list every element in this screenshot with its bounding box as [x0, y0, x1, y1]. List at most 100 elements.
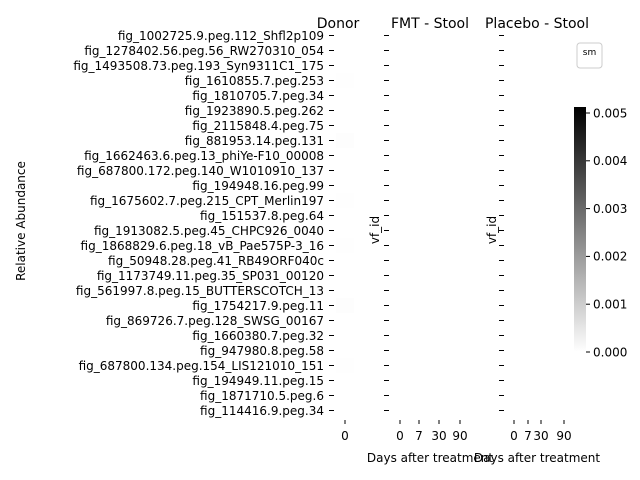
fmt-cell-r11-c0 — [392, 193, 412, 208]
donor-cell-r4-c0 — [336, 88, 354, 103]
colorbar-ticks: 0.000 0.001 0.002 0.003 0.004 0.005 — [586, 106, 627, 359]
placebo-cell-r1-c1 — [522, 43, 539, 58]
placebo-cell-r16-c2 — [538, 268, 555, 283]
fmt-cell-r25-c0 — [392, 403, 412, 418]
donor-cell-r19-c0 — [336, 313, 354, 328]
placebo-cell-r4-c3 — [554, 88, 570, 103]
placebo-cell-r6-c2 — [538, 118, 555, 133]
fmt-cell-r14-c2 — [431, 238, 451, 253]
fmt-cell-r4-c3 — [450, 88, 470, 103]
placebo-cell-r20-c2 — [538, 328, 555, 343]
placebo-cell-r0-c0 — [507, 28, 523, 43]
fmt-cell-r1-c2 — [431, 43, 451, 58]
placebo-cell-r15-c1 — [522, 253, 539, 268]
fmt-cell-r19-c1 — [411, 313, 431, 328]
placebo-cell-r15-c2 — [538, 253, 555, 268]
fmt-cell-r0-c2 — [431, 28, 451, 43]
row-label-8: fig_1662463.6.peg.13_phiYe-F10_00008 — [84, 149, 324, 163]
row-label-21: fig_947980.8.peg.58 — [200, 344, 324, 358]
row-label-15: fig_50948.28.peg.41_RB49ORF040c — [108, 254, 324, 268]
placebo-cell-r22-c1 — [522, 358, 539, 373]
row-label-6: fig_2115848.4.peg.75 — [192, 119, 324, 133]
placebo-panel-ylabel: vf_id — [485, 216, 499, 244]
colorbar — [574, 107, 586, 352]
donor-cell-r15-c0 — [336, 253, 354, 268]
fmt-cell-r6-c1 — [411, 118, 431, 133]
placebo-cell-r23-c3 — [554, 373, 570, 388]
fmt-cell-r10-c3 — [450, 178, 470, 193]
donor-cell-r13-c0 — [336, 223, 354, 238]
fmt-cell-r17-c0 — [392, 283, 412, 298]
placebo-cell-r20-c1 — [522, 328, 539, 343]
fmt-cell-r9-c3 — [450, 163, 470, 178]
fmt-cell-r22-c2 — [431, 358, 451, 373]
placebo-cell-r8-c0 — [507, 148, 523, 163]
placebo-cell-r15-c3 — [554, 253, 570, 268]
placebo-cell-r0-c1 — [522, 28, 539, 43]
donor-cell-r5-c0 — [336, 103, 354, 118]
placebo-cell-r24-c3 — [554, 388, 570, 403]
placebo-cell-r13-c1 — [522, 223, 539, 238]
donor-cell-r6-c0 — [336, 118, 354, 133]
placebo-cell-r4-c2 — [538, 88, 555, 103]
fmt-cell-r7-c3 — [450, 133, 470, 148]
fmt-cell-r8-c3 — [450, 148, 470, 163]
fmt-cell-r23-c1 — [411, 373, 431, 388]
placebo-cell-r22-c0 — [507, 358, 523, 373]
placebo-cell-r11-c2 — [538, 193, 555, 208]
placebo-cell-r3-c1 — [522, 73, 539, 88]
placebo-cell-r9-c2 — [538, 163, 555, 178]
donor-x-tick-label-0: 0 — [341, 429, 349, 443]
placebo-cell-r12-c0 — [507, 208, 523, 223]
fmt-cell-r21-c2 — [431, 343, 451, 358]
placebo-cell-r1-c3 — [554, 43, 570, 58]
fmt-cell-r14-c0 — [392, 238, 412, 253]
placebo-cell-r6-c1 — [522, 118, 539, 133]
fmt-cell-r20-c3 — [450, 328, 470, 343]
fmt-cell-r2-c1 — [411, 58, 431, 73]
fmt-cell-r16-c3 — [450, 268, 470, 283]
row-label-14: fig_1868829.6.peg.18_vB_Pae575P-3_16 — [81, 239, 324, 253]
fmt-cell-r4-c2 — [431, 88, 451, 103]
fmt-cell-r13-c2 — [431, 223, 451, 238]
placebo-x-tick-label-3: 90 — [556, 429, 571, 443]
fmt-cell-r4-c0 — [392, 88, 412, 103]
fmt-cell-r7-c1 — [411, 133, 431, 148]
heatmap-cells — [336, 28, 570, 418]
placebo-cell-r21-c0 — [507, 343, 523, 358]
donor-cell-r3-c0 — [336, 73, 354, 88]
placebo-cell-r16-c0 — [507, 268, 523, 283]
fmt-cell-r2-c0 — [392, 58, 412, 73]
fmt-cell-r6-c2 — [431, 118, 451, 133]
fmt-cell-r5-c2 — [431, 103, 451, 118]
placebo-cell-r19-c2 — [538, 313, 555, 328]
placebo-cell-r22-c3 — [554, 358, 570, 373]
fmt-cell-r1-c3 — [450, 43, 470, 58]
fmt-panel-ylabel: vf_id — [368, 216, 382, 244]
donor-cell-r17-c0 — [336, 283, 354, 298]
fmt-cell-r1-c0 — [392, 43, 412, 58]
fmt-x-tick-label-0: 0 — [396, 429, 404, 443]
donor-cell-r18-c0 — [336, 298, 354, 313]
placebo-cell-r21-c3 — [554, 343, 570, 358]
fmt-cell-r8-c0 — [392, 148, 412, 163]
fmt-cell-r5-c0 — [392, 103, 412, 118]
placebo-cell-r1-c0 — [507, 43, 523, 58]
fmt-cell-r3-c0 — [392, 73, 412, 88]
fmt-cell-r3-c1 — [411, 73, 431, 88]
fmt-cell-r13-c0 — [392, 223, 412, 238]
fmt-cell-r11-c2 — [431, 193, 451, 208]
placebo-cell-r18-c1 — [522, 298, 539, 313]
placebo-cell-r19-c1 — [522, 313, 539, 328]
fmt-cell-r8-c2 — [431, 148, 451, 163]
donor-cell-r1-c0 — [336, 43, 354, 58]
placebo-cell-r22-c2 — [538, 358, 555, 373]
donor-cell-r24-c0 — [336, 388, 354, 403]
placebo-cell-r14-c2 — [538, 238, 555, 253]
colorbar-tick-label-2: 0.002 — [593, 250, 627, 264]
placebo-cell-r25-c1 — [522, 403, 539, 418]
colorbar-tick-label-4: 0.004 — [593, 154, 627, 168]
row-label-25: fig_114416.9.peg.34 — [200, 404, 324, 418]
placebo-cell-r21-c2 — [538, 343, 555, 358]
fmt-cell-r23-c3 — [450, 373, 470, 388]
